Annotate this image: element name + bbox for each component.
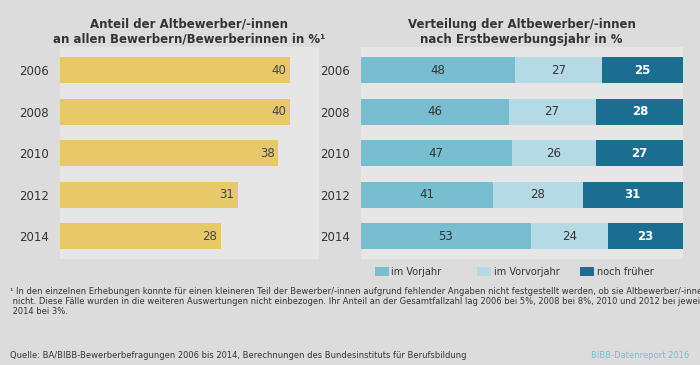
Bar (509, 99, 596, 125)
Text: Quelle: BA/BIBB-Bewerberbefragungen 2006 bis 2014, Berechnungen des Bundesinstit: Quelle: BA/BIBB-Bewerberbefragungen 2006… (10, 351, 467, 360)
Bar (531, 223, 608, 249)
Bar (493, 182, 582, 208)
Text: 31: 31 (624, 188, 640, 201)
Text: 38: 38 (260, 147, 275, 160)
Bar (582, 182, 682, 208)
Text: 25: 25 (634, 64, 650, 77)
Text: 26: 26 (546, 147, 561, 160)
Text: im Vorvorjahr: im Vorvorjahr (494, 267, 560, 277)
Bar (608, 223, 682, 249)
Bar (596, 99, 686, 125)
Text: 24: 24 (562, 230, 578, 243)
Bar (60, 57, 290, 83)
Text: ¹ In den einzelnen Erhebungen konnte für einen kleineren Teil der Bewerber/-inne: ¹ In den einzelnen Erhebungen konnte für… (10, 287, 700, 316)
Text: 40: 40 (272, 64, 286, 77)
Bar (60, 223, 220, 249)
Text: 23: 23 (637, 230, 654, 243)
Bar (515, 57, 602, 83)
Bar (512, 141, 596, 166)
Text: 53: 53 (438, 230, 453, 243)
Text: 28: 28 (633, 105, 649, 118)
Bar (360, 141, 512, 166)
Text: 27: 27 (545, 105, 559, 118)
Bar (60, 141, 278, 166)
Bar (60, 99, 290, 125)
Text: 48: 48 (430, 64, 445, 77)
Bar (360, 182, 493, 208)
Text: 28: 28 (530, 188, 545, 201)
Text: 28: 28 (202, 230, 217, 243)
Bar (360, 99, 509, 125)
Text: im Vorjahr: im Vorjahr (391, 267, 442, 277)
Bar (60, 182, 238, 208)
Text: 46: 46 (427, 105, 442, 118)
Bar (360, 57, 515, 83)
Text: 27: 27 (631, 147, 648, 160)
Bar (602, 57, 682, 83)
Text: 31: 31 (220, 188, 235, 201)
Text: BIBB-Datenreport 2016: BIBB-Datenreport 2016 (592, 351, 690, 360)
Bar (596, 141, 682, 166)
Text: 41: 41 (419, 188, 434, 201)
Text: 27: 27 (551, 64, 566, 77)
Bar (360, 223, 531, 249)
Text: 40: 40 (272, 105, 286, 118)
Text: Anteil der Altbewerber/-innen
an allen Bewerbern/Bewerberinnen in %¹: Anteil der Altbewerber/-innen an allen B… (53, 18, 325, 46)
Text: 47: 47 (428, 147, 444, 160)
Text: Verteilung der Altbewerber/-innen
nach Erstbewerbungsjahr in %: Verteilung der Altbewerber/-innen nach E… (407, 18, 636, 46)
Text: noch früher: noch früher (597, 267, 654, 277)
